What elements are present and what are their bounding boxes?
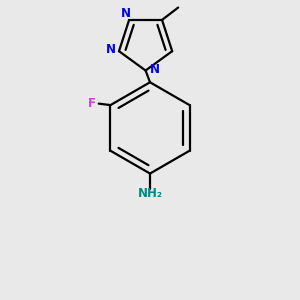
Text: N: N [150, 62, 160, 76]
Text: F: F [88, 97, 96, 110]
Text: N: N [106, 43, 116, 56]
Text: N: N [121, 7, 130, 20]
Text: NH₂: NH₂ [137, 187, 163, 200]
